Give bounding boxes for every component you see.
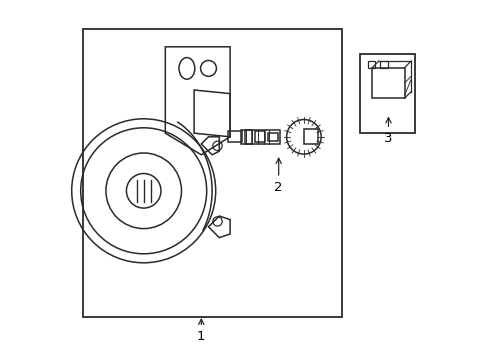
Bar (359, 54, 415, 133)
Bar (82, 29, 341, 317)
Text: 2: 2 (274, 158, 283, 194)
Bar (371, 68, 404, 98)
Bar (303, 129, 318, 144)
Bar (267, 133, 277, 141)
Bar (244, 130, 251, 144)
Text: 3: 3 (384, 118, 392, 145)
Bar (254, 131, 265, 142)
Bar (241, 130, 280, 144)
Bar (380, 61, 387, 68)
Bar (228, 131, 242, 142)
Bar (367, 61, 374, 68)
Text: 1: 1 (197, 319, 205, 343)
